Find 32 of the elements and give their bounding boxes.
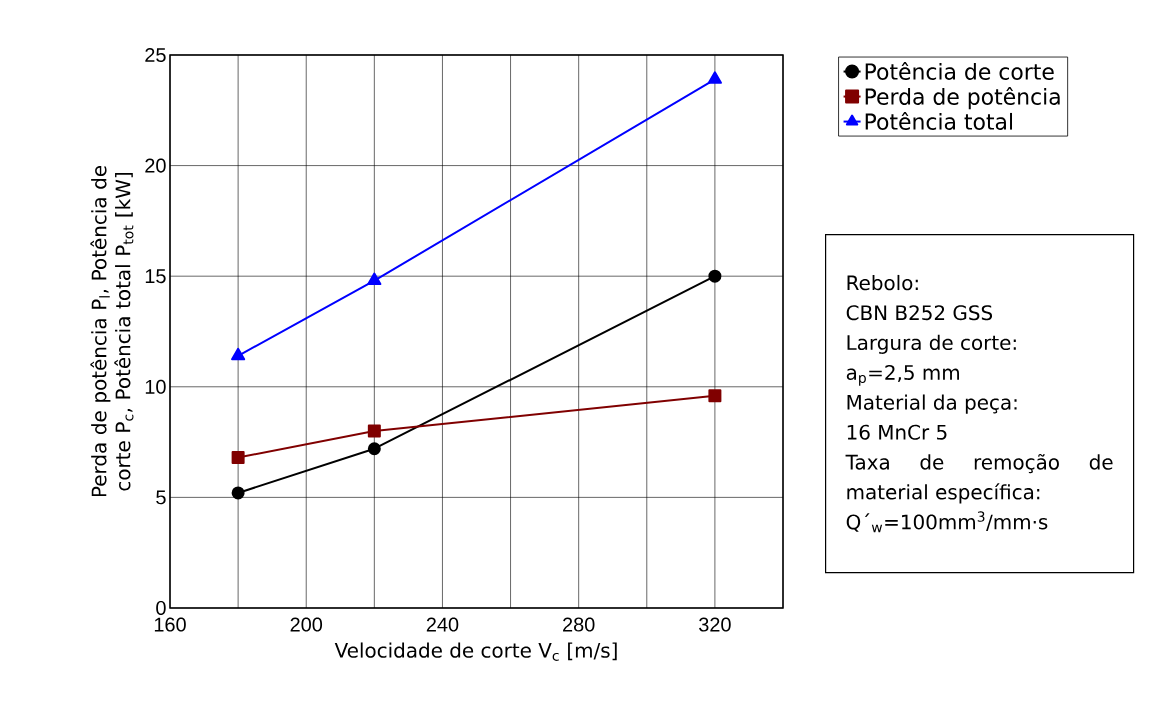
x-tick-label: 280 xyxy=(563,617,595,632)
x-axis-title: Velocidade de corte V$_{c}$ [m/s] xyxy=(334,642,617,661)
text: a$_{p}$=2,5 mm xyxy=(846,364,959,386)
y-tick-label: 0 xyxy=(156,600,166,616)
point xyxy=(708,269,722,283)
text: CBN B252 GSS xyxy=(846,305,993,321)
text: 16 MnCr 5 xyxy=(847,424,947,440)
point xyxy=(708,389,722,403)
text: Material da peça: xyxy=(847,394,1017,414)
legend-label: Potência de corte xyxy=(865,62,1054,80)
x-tick-label: 320 xyxy=(699,617,731,632)
y-tick-label: 5 xyxy=(156,490,166,505)
legend-label: Perda de potência xyxy=(865,87,1060,110)
point xyxy=(231,347,246,361)
point xyxy=(367,424,381,438)
x-tick-label: 160 xyxy=(154,617,186,632)
y-tick-label: 20 xyxy=(145,158,166,173)
point xyxy=(367,442,381,456)
point xyxy=(231,451,245,465)
point xyxy=(367,272,382,286)
x-tick-label: 200 xyxy=(290,617,323,632)
text: Largura de corte: xyxy=(847,334,1016,354)
point xyxy=(707,71,722,84)
text: Q´$_{w}$=100mm$^{3}$/mm·s xyxy=(846,511,1048,533)
text: Taxa de remoção de material específica: xyxy=(845,453,1113,504)
point xyxy=(231,486,245,500)
x-tick-label: 240 xyxy=(426,617,459,632)
text: Rebolo: xyxy=(847,274,918,291)
y-tick-label: 25 xyxy=(145,47,166,63)
legend-label: Potência total xyxy=(865,112,1012,130)
y-tick-label: 10 xyxy=(145,379,166,394)
y-tick-label: 15 xyxy=(145,269,166,284)
